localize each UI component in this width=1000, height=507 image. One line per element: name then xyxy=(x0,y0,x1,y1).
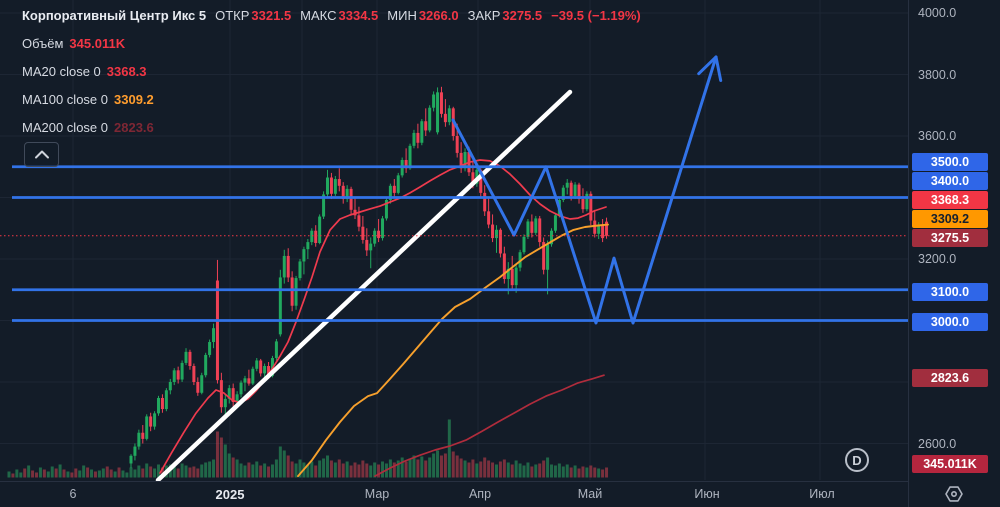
ma-legend-row[interactable]: MA20 close 0 3368.3 xyxy=(22,64,147,79)
price-axis-label: 3600.0 xyxy=(918,129,957,143)
volume-value: 345.011K xyxy=(69,36,126,51)
level-lines xyxy=(12,165,908,322)
open-label: ОТКР xyxy=(215,8,250,23)
candles-layer xyxy=(129,86,609,469)
trendline xyxy=(155,89,573,481)
volume-layer xyxy=(7,419,609,478)
candlestick-chart[interactable] xyxy=(0,0,908,481)
ma-value: 3368.3 xyxy=(106,64,147,79)
price-badge: 3500.0 xyxy=(912,153,988,171)
time-axis[interactable]: 6 2025 Мар Апр Май Июн Июл xyxy=(0,481,908,507)
volume-label[interactable]: Объём xyxy=(22,36,64,51)
price-axis-label: 2600.0 xyxy=(918,436,957,451)
price-badge: 3368.3 xyxy=(912,191,988,209)
time-axis-label: Мар xyxy=(364,487,390,501)
ma-label: MA100 close 0 xyxy=(22,92,108,107)
price-axis-label: 3800.0 xyxy=(918,67,957,82)
time-axis-label: 2025 xyxy=(215,487,245,502)
ma20-line xyxy=(159,159,607,474)
ma-value: 2823.6 xyxy=(114,120,154,135)
low-label: МИН xyxy=(387,8,417,23)
ma200-line xyxy=(374,374,605,477)
settings-gear-icon[interactable] xyxy=(944,484,964,504)
price-badge: 3400.0 xyxy=(912,172,988,190)
price-badge: 3309.2 xyxy=(912,210,988,228)
time-axis-label: Май xyxy=(577,487,603,501)
timeframe-badge[interactable]: D xyxy=(845,448,869,472)
ma-legend-row[interactable]: MA100 close 0 3309.2 xyxy=(22,92,154,107)
close-label: ЗАКР xyxy=(467,8,501,23)
chevron-up-icon xyxy=(34,150,49,159)
legend-collapse-button[interactable] xyxy=(24,142,59,167)
projection-arrow xyxy=(451,55,723,325)
price-axis-label: 4000.0 xyxy=(918,6,957,20)
chart-pane[interactable]: Корпоративный Центр Икс 5 ОТКР 3321.5 МАКС 3… xyxy=(0,0,908,481)
price-badge: 3100.0 xyxy=(912,283,988,301)
price-axis-label: 3200.0 xyxy=(918,252,957,266)
symbol-row: Корпоративный Центр Икс 5 ОТКР 3321.5 МАКС 3… xyxy=(22,8,641,23)
symbol-title[interactable]: Корпоративный Центр Икс 5 xyxy=(22,8,207,23)
ma-legend-row[interactable]: MA200 close 0 2823.6 xyxy=(22,120,154,135)
volume-row: Объём 345.011K xyxy=(22,36,134,51)
time-axis-label: Июл xyxy=(809,487,835,501)
ma-label: MA20 close 0 xyxy=(22,64,101,79)
price-badge: 3000.0 xyxy=(912,313,988,331)
price-badge: 345.011K xyxy=(912,455,988,473)
time-axis-label: Апр xyxy=(468,487,492,501)
close-value: 3275.5 xyxy=(502,8,543,23)
price-badge: 2823.6 xyxy=(912,369,988,387)
ma-value: 3309.2 xyxy=(114,92,154,107)
high-value: 3334.5 xyxy=(338,8,379,23)
ma-label: MA200 close 0 xyxy=(22,120,108,135)
time-axis-label: Июн xyxy=(694,487,720,501)
change-value: −39.5 (−1.19%) xyxy=(551,8,641,23)
ma100-line xyxy=(297,223,609,478)
time-axis-label: 6 xyxy=(69,487,77,501)
low-value: 3266.0 xyxy=(418,8,459,23)
open-value: 3321.5 xyxy=(251,8,292,23)
price-badge: 3275.5 xyxy=(912,229,988,247)
price-axis[interactable]: 4000.03800.03600.03200.02800.02600.03500… xyxy=(908,0,1000,507)
high-label: МАКС xyxy=(300,8,337,23)
